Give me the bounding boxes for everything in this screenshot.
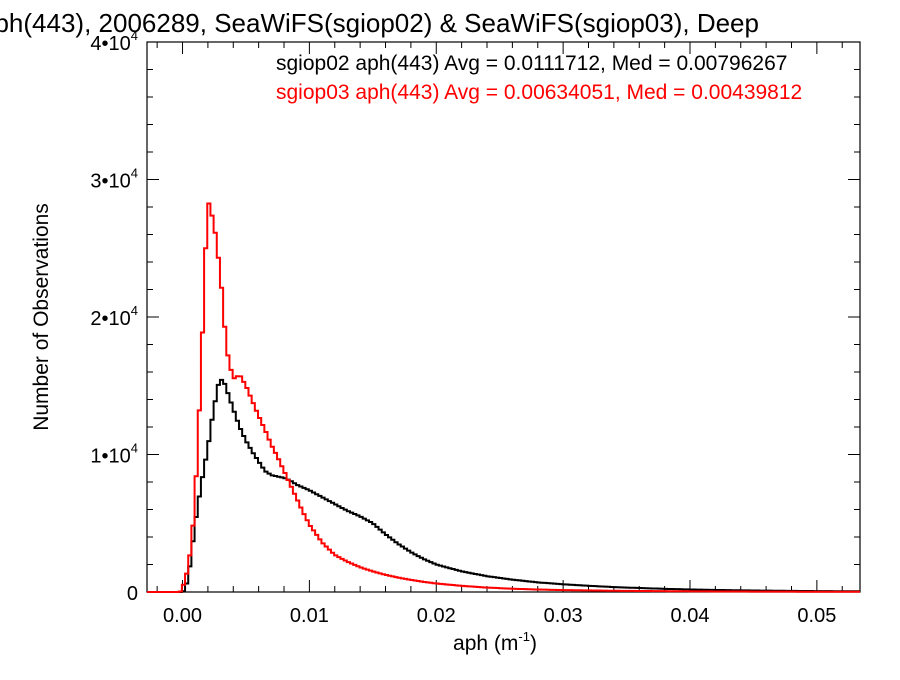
legend-entry-sgiop02: sgiop02 aph(443) Avg = 0.0111712, Med = … <box>276 52 787 75</box>
x-tick-label: 0.05 <box>797 605 836 627</box>
series-layer <box>147 202 860 593</box>
x-tick-label: 0.02 <box>417 605 456 627</box>
chart-title: aph(443), 2006289, SeaWiFS(sgiop02) & Se… <box>0 8 759 38</box>
x-tick-label: 0.04 <box>671 605 710 627</box>
series-sgiop02-line <box>147 378 860 593</box>
x-tick-label: 0.03 <box>544 605 583 627</box>
x-tick-label: 0.00 <box>163 605 202 627</box>
legend: sgiop02 aph(443) Avg = 0.0111712, Med = … <box>276 52 802 104</box>
y-tick-label: 4•104 <box>90 28 138 55</box>
x-axis-label-end: ) <box>530 632 537 655</box>
axis-ticks: 0.00 0.01 0.02 0.03 0.04 0.05 0 1•104 2•104 3•104… <box>90 28 860 627</box>
y-tick-label: 2•104 <box>90 303 138 330</box>
x-axis-label: aph (m-1) <box>453 629 537 655</box>
x-axis-label-main: aph (m <box>453 632 518 655</box>
legend-entry-sgiop03: sgiop03 aph(443) Avg = 0.00634051, Med =… <box>276 81 802 104</box>
x-tick-label: 0.01 <box>290 605 329 627</box>
plot-frame <box>146 41 861 593</box>
y-axis-label: Number of Observations <box>30 203 53 431</box>
y-tick-label: 3•104 <box>90 166 138 193</box>
y-tick-label: 1•104 <box>90 441 138 468</box>
x-axis-label-exponent: -1 <box>518 629 530 644</box>
series-sgiop03-line <box>147 202 860 593</box>
y-tick-label: 0 <box>127 583 138 605</box>
